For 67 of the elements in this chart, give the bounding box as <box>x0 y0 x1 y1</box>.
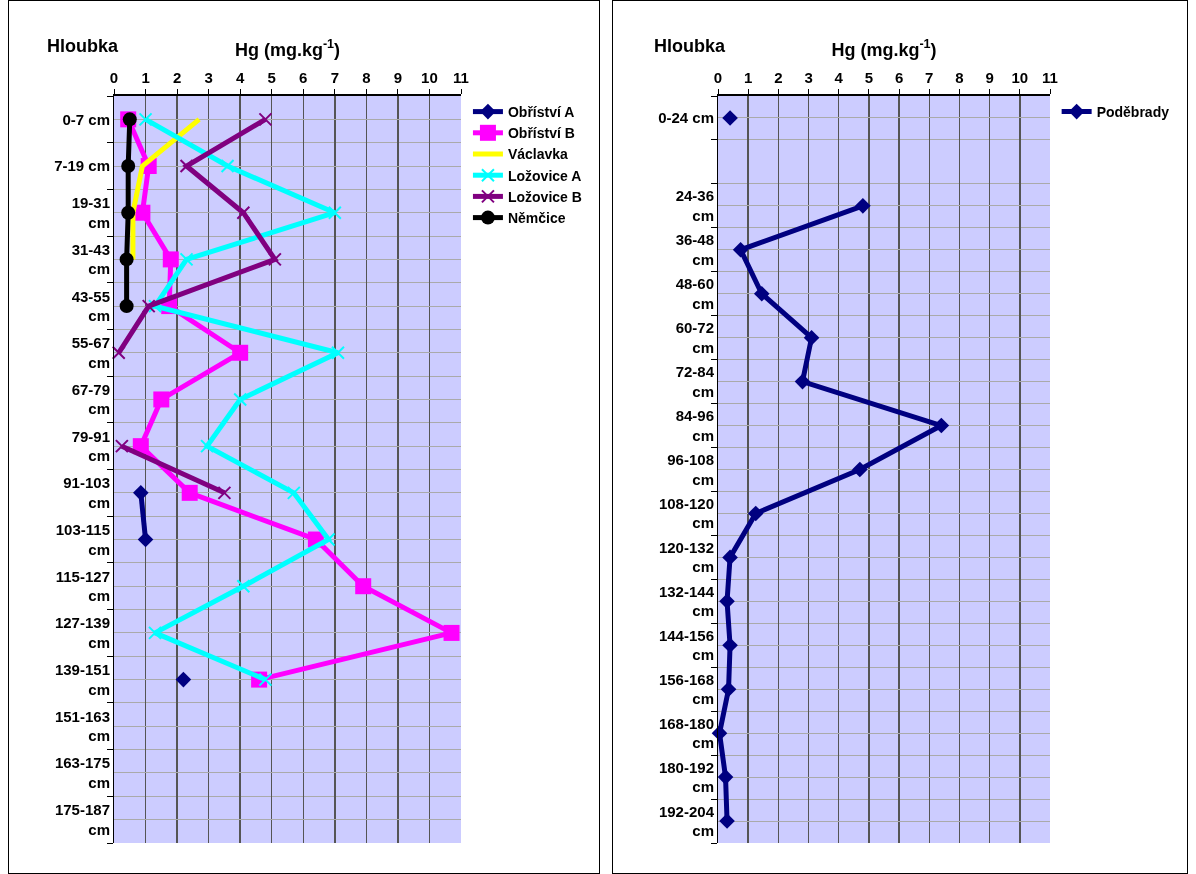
y-tick-label: 43-55 cm <box>71 287 110 325</box>
y-tick-label: 151-163 cm <box>54 707 110 745</box>
x-tick-label: 10 <box>1011 69 1029 86</box>
x-tick-label: 8 <box>955 69 964 86</box>
y-tick-label: 19-31 cm <box>71 194 110 231</box>
x-tick-label: 0 <box>713 69 723 86</box>
y-tick-label: 67-79 cm <box>71 380 110 418</box>
y-tick-label: 180-192 cm <box>658 758 714 796</box>
y-tick-label: 84-96 cm <box>675 407 714 444</box>
legend-label: Němčice <box>507 210 566 227</box>
y-tick-label: 139-151 cm <box>54 661 110 698</box>
y-tick-label: 120-132 cm <box>658 538 714 576</box>
y-axis-title: Hloubka <box>654 36 726 56</box>
y-tick-label: 103-115 cm <box>55 521 110 558</box>
y-tick-label: 91-103 cm <box>63 474 110 511</box>
y-tick-label: 175-187 cm <box>54 801 110 838</box>
y-tick-label: 115-127 cm <box>55 567 110 605</box>
y-axis-title: Hloubka <box>47 36 119 56</box>
x-tick-label: 6 <box>299 69 308 86</box>
legend-label: Poděbrady <box>1096 104 1170 121</box>
x-tick-label: 11 <box>1042 69 1058 86</box>
y-tick-label: 36-48 cm <box>675 231 714 268</box>
y-tick-label: 72-84 cm <box>675 363 715 400</box>
x-tick-label: 6 <box>894 69 904 86</box>
legend-label: Ložovice A <box>507 167 582 184</box>
x-tick-label: 7 <box>925 69 934 86</box>
x-tick-label: 9 <box>393 69 403 86</box>
y-tick-label: 108-120 cm <box>658 494 714 532</box>
legend-label: Obříství A <box>507 104 575 121</box>
y-tick-label: 168-180 cm <box>658 714 714 752</box>
y-tick-label: 24-36 cm <box>675 187 714 224</box>
x-tick-label: 4 <box>834 69 844 86</box>
x-tick-label: 0 <box>109 69 119 86</box>
y-tick-label: 163-175 cm <box>54 754 110 791</box>
x-tick-label: 2 <box>774 69 783 86</box>
x-tick-label: 2 <box>172 69 182 86</box>
y-tick-label: 55-67 cm <box>71 334 110 371</box>
y-tick-label: 79-91 cm <box>71 427 110 465</box>
y-tick-label: 7-19 cm <box>54 157 110 175</box>
x-axis-title: Hg (mg.kg$^{-1}$) <box>234 37 341 60</box>
y-tick-label: 48-60 cm <box>675 275 714 312</box>
x-tick-label: 7 <box>330 69 339 86</box>
x-tick-label: 1 <box>744 69 753 86</box>
y-tick-label: 0-24 cm <box>658 109 714 127</box>
legend-label: Václavka <box>507 146 569 163</box>
y-tick-label: 127-139 cm <box>54 614 110 651</box>
y-tick-label: 132-144 cm <box>658 582 715 620</box>
x-tick-label: 1 <box>141 69 150 86</box>
y-tick-label: 192-204 cm <box>658 802 715 840</box>
x-tick-label: 5 <box>864 69 874 86</box>
x-tick-label: 11 <box>453 69 469 86</box>
x-tick-label: 10 <box>421 69 438 86</box>
legend-label: Obříství B <box>507 125 575 142</box>
y-tick-label: 60-72 cm <box>675 319 714 356</box>
legend-label: Ložovice B <box>507 188 582 205</box>
y-tick-label: 96-108 cm <box>667 451 714 488</box>
x-tick-label: 8 <box>362 69 371 86</box>
x-tick-label: 4 <box>236 69 246 86</box>
x-tick-label: 3 <box>204 69 213 86</box>
y-tick-label: 31-43 cm <box>71 240 110 278</box>
x-axis-title: Hg (mg.kg$^{-1}$) <box>831 37 937 60</box>
x-tick-label: 5 <box>267 69 276 86</box>
y-tick-label: 144-156 cm <box>658 626 714 664</box>
y-tick-label: 0-7 cm <box>62 110 110 128</box>
x-tick-label: 9 <box>985 69 994 86</box>
y-tick-label: 156-168 cm <box>658 670 714 708</box>
x-tick-label: 3 <box>804 69 813 86</box>
